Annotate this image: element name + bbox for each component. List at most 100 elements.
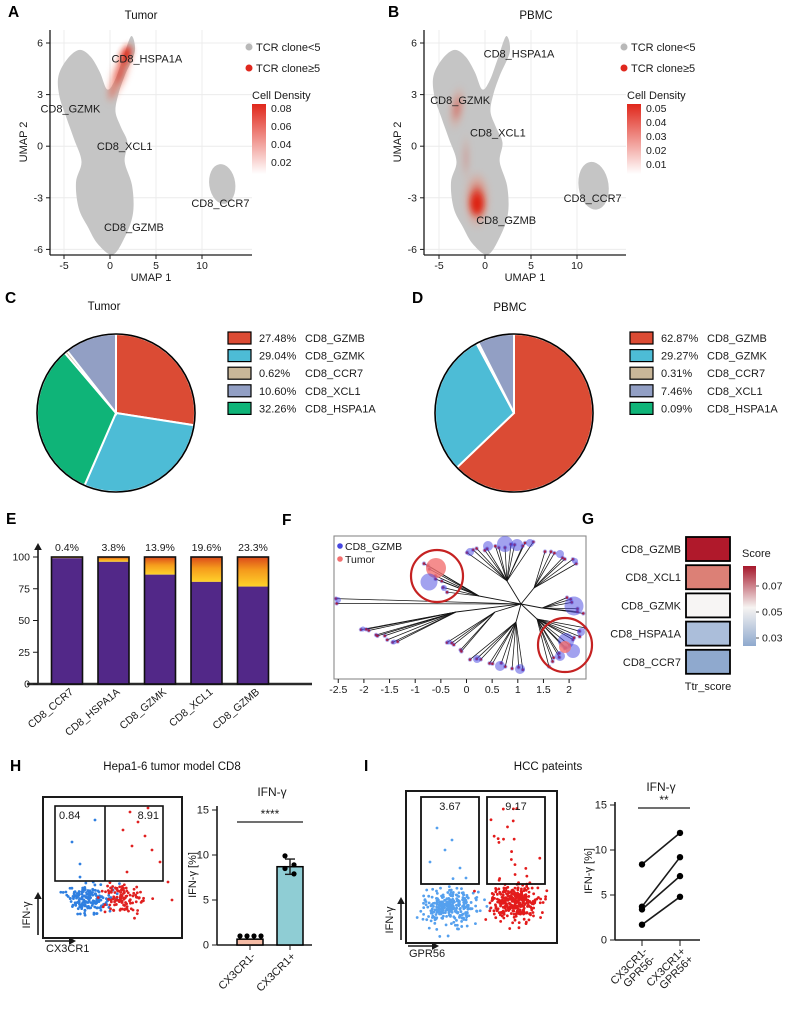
svg-text:0.5: 0.5 <box>485 684 500 696</box>
panel-A-umap: 6 3 0 -3 -6 -5 0 5 10 UMAP 1 UMAP 2 CD8_HSPA1A CD8_G… <box>18 30 321 284</box>
svg-text:1.5: 1.5 <box>536 684 551 696</box>
svg-text:-2.5: -2.5 <box>329 684 347 696</box>
panel-i-title: HCC pateints <box>513 761 583 773</box>
svg-text:3: 3 <box>37 89 43 101</box>
svg-text:6: 6 <box>37 38 43 50</box>
clone-blob-blue <box>515 664 525 674</box>
legend-pct: 29.27% <box>661 351 699 363</box>
colorbar-title: Cell Density <box>252 90 311 102</box>
stacked-bar <box>190 556 223 685</box>
flow-gate <box>486 796 546 885</box>
significance: **** <box>261 807 280 821</box>
legend-pct: 0.62% <box>259 368 290 380</box>
svg-text:0: 0 <box>24 679 30 691</box>
gate-value: 3.67 <box>439 801 460 813</box>
stacked-bar <box>236 556 270 685</box>
heatmap-row-label: CD8_GZMB <box>621 544 681 556</box>
heatmap-row-label: CD8_XCL1 <box>625 572 681 584</box>
svg-text:-1.5: -1.5 <box>381 684 399 696</box>
paired-point <box>676 872 684 880</box>
paired-point <box>638 906 646 913</box>
clone-blob-blue <box>446 639 452 645</box>
data-point <box>282 865 288 872</box>
stacked-bar <box>97 556 130 685</box>
flow-x-label: CX3CR1 <box>46 943 89 955</box>
legend-pct: 0.09% <box>661 403 692 415</box>
legend-swatch <box>227 349 252 363</box>
clone-blob-blue <box>526 539 534 547</box>
clone-blob-blue <box>391 639 397 645</box>
svg-text:10: 10 <box>196 260 208 272</box>
panel-a-title: Tumor <box>124 10 158 22</box>
data-point <box>237 933 243 939</box>
paired-y-tick: 10 <box>595 845 607 857</box>
svg-text:25: 25 <box>18 647 30 659</box>
stacked-bar <box>143 556 177 685</box>
cluster-label: CD8_GZMB <box>104 222 164 234</box>
panel-B-umap: 6 3 0 -3 -6 -5 0 5 10 UMAP 1 UMAP 2 CD8_HSPA1A CD8_G… <box>392 30 696 284</box>
svg-text:-0.5: -0.5 <box>432 684 450 696</box>
bar-y-label: IFN-γ [%] <box>187 852 199 898</box>
panel-C-pie: 27.48% CD8_GZMB 29.04% CD8_GZMK 0.62% CD8_CCR… <box>36 331 376 493</box>
bar-category-label: CD8_GZMB <box>210 686 262 732</box>
data-point <box>291 862 297 868</box>
legend-label: CD8_GZMK <box>305 351 366 363</box>
paired-point <box>676 893 684 900</box>
cluster-label: CD8_CCR7 <box>191 198 249 210</box>
bar-pct-label: 0.4% <box>55 542 79 554</box>
bar-y-tick: 5 <box>203 895 209 907</box>
svg-text:-1: -1 <box>411 684 420 696</box>
highlight-circle <box>409 548 465 604</box>
svg-text:-5: -5 <box>59 260 68 272</box>
panel-D-pie: 62.87% CD8_GZMB 29.27% CD8_GZMK 0.31% CD8_CCR… <box>434 331 778 493</box>
y-axis-label: UMAP 2 <box>392 122 404 163</box>
legend-swatch <box>227 401 252 415</box>
clone-blob-blue <box>577 628 585 636</box>
colorbar-tick: 0.03 <box>762 633 783 645</box>
clone-blob-blue <box>483 541 493 551</box>
legend-swatch <box>629 384 654 398</box>
gate-value: 8.91 <box>138 810 159 822</box>
cluster-label: CD8_HSPA1A <box>111 53 182 65</box>
legend-label: Tumor <box>345 554 375 566</box>
svg-text:-2: -2 <box>359 684 368 696</box>
colorbar-tick: 0.02 <box>646 145 667 157</box>
bar-x-label: CX3CR1- <box>216 950 258 992</box>
panel-letter-h: H <box>10 758 22 775</box>
svg-text:1: 1 <box>515 684 521 696</box>
heatmap-cell <box>685 564 731 591</box>
svg-text:5: 5 <box>153 260 159 272</box>
colorbar-tick: 0.06 <box>271 121 292 133</box>
flow-plot-box <box>405 790 558 944</box>
panel-letter-i: I <box>364 758 369 775</box>
bar-category-label: CD8_GZMK <box>117 686 169 732</box>
legend-swatch <box>227 384 252 398</box>
svg-text:3: 3 <box>411 89 417 101</box>
heatmap-row-label: CD8_CCR7 <box>623 657 681 669</box>
svg-text:6: 6 <box>411 38 417 50</box>
colorbar-tick: 0.05 <box>762 607 783 619</box>
legend-pct: 29.04% <box>259 351 297 363</box>
colorbar-title: Cell Density <box>627 90 686 102</box>
flow-gate <box>420 796 480 885</box>
legend-label: CD8_GZMB <box>345 541 402 553</box>
cluster-label: CD8_CCR7 <box>564 193 622 205</box>
bar-pct-label: 19.6% <box>192 542 222 554</box>
panel-letter-e: E <box>6 511 17 528</box>
legend-label: CD8_GZMB <box>707 333 767 345</box>
panel-letter-g: G <box>582 511 595 528</box>
colorbar-tick: 0.04 <box>271 139 292 151</box>
clone-blob-tumor <box>426 558 446 578</box>
colorbar-tick: 0.04 <box>646 117 667 129</box>
heatmap-cell <box>685 620 731 647</box>
highlight-circle <box>536 616 594 674</box>
x-axis-label: UMAP 1 <box>131 272 172 284</box>
legend-swatch <box>629 349 654 363</box>
clone-blob-blue <box>564 596 584 616</box>
bar-y-tick: 15 <box>197 805 209 817</box>
density-hotspot <box>447 84 467 132</box>
clone-blob-blue <box>555 651 565 661</box>
